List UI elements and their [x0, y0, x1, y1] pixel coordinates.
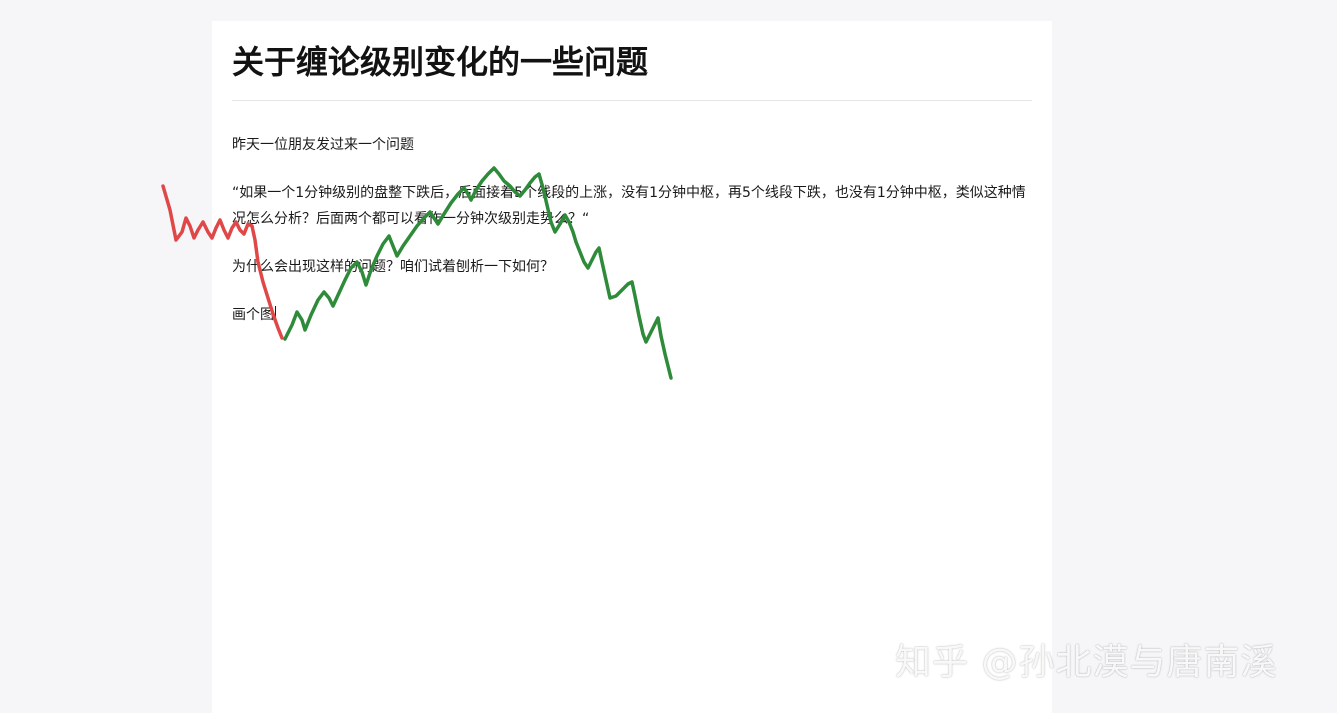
- zhihu-watermark: 知乎 @孙北漠与唐南溪: [895, 642, 1278, 683]
- paragraph-draw[interactable]: 画个图: [232, 302, 1032, 328]
- article-title: 关于缠论级别变化的一些问题: [232, 43, 649, 81]
- paragraph-question[interactable]: 为什么会出现这样的问题？咱们试着刨析一下如何？: [232, 259, 554, 275]
- paragraph-draw-text: 画个图: [232, 307, 274, 323]
- paragraph-intro[interactable]: 昨天一位朋友发过来一个问题: [232, 137, 414, 153]
- text-cursor: [275, 306, 276, 322]
- title-divider: [232, 100, 1032, 101]
- article-card: 关于缠论级别变化的一些问题 昨天一位朋友发过来一个问题 “如果一个1分钟级别的盘…: [212, 21, 1052, 713]
- paragraph-quote[interactable]: “如果一个1分钟级别的盘整下跌后，后面接着5个线段的上涨，没有1分钟中枢，再5个…: [232, 185, 1026, 227]
